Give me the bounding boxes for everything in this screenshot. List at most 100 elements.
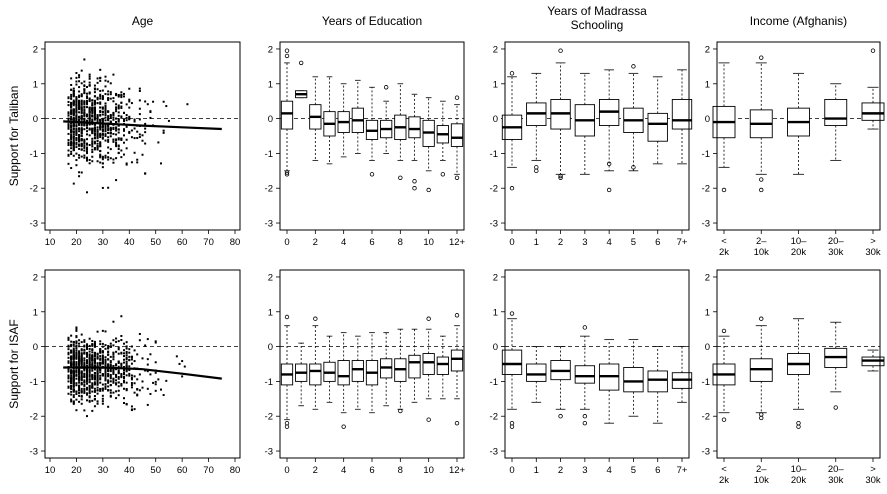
scatter-point [93,351,96,354]
scatter-point [86,103,88,106]
scatter-point [93,103,96,106]
outlier-point [284,53,290,59]
scatter-point [93,128,96,131]
scatter-point [117,376,120,379]
scatter-point [67,112,70,115]
scatter-point [149,110,152,113]
scatter-point [96,147,99,150]
y-tick-label: -2 [702,412,710,423]
outlier-point [341,424,346,429]
scatter-point [78,156,81,159]
scatter-point [101,360,104,363]
scatter-point [96,380,99,383]
scatter-point [107,98,110,101]
scatter-point [78,370,81,373]
scatter-point [154,383,157,386]
scatter-point [75,357,78,360]
scatter-point [88,109,91,112]
scatter-point [70,357,73,360]
outlier-point [759,412,764,417]
scatter-point [107,158,110,161]
scatter-point [80,93,83,96]
box-iqr [824,98,848,127]
x-tick-label: 6 [369,237,374,248]
panel: -3 -2 -1 0 1 2 0 2 4 6 8 10 12+ [265,41,466,248]
scatter-point [138,339,141,342]
scatter-point [109,368,112,371]
scatter-point [86,115,88,118]
scatter-point [109,355,112,358]
y-tick-label: -1 [30,377,38,388]
scatter-point [83,84,86,87]
scatter-point [101,126,104,129]
scatter-point [93,148,96,151]
scatter-point [115,138,118,141]
scatter-point [67,124,70,127]
scatter-point [75,143,78,146]
scatter-point [109,148,112,151]
scatter-point [78,86,81,89]
scatter-point [91,390,94,393]
scatter-point [93,395,96,398]
x-tick-label: 0 [509,465,514,476]
scatter-point [78,377,81,380]
outlier-point [606,187,612,193]
scatter-point [107,124,110,127]
scatter-point [120,365,123,368]
scatter-point [93,340,96,343]
x-tick-label: 40 [124,465,135,476]
scatter-point [99,387,102,390]
scatter-point [144,127,147,130]
y-tick-label: -2 [30,412,38,423]
outlier-point [398,408,403,414]
scatter-point [91,376,94,379]
scatter-point [70,355,73,358]
outlier-point [284,172,290,177]
scatter-point [109,342,112,345]
boxplot [861,48,885,130]
scatter-point [70,150,73,153]
scatter-point [83,122,86,125]
scatter-point [96,115,99,118]
scatter-point [123,342,125,345]
scatter-point [115,117,118,120]
x-tick-label: 20 [71,465,82,476]
boxplot [380,332,393,407]
scatter-point [93,123,96,126]
scatter-point [144,100,147,103]
scatter-point [125,345,128,348]
scatter-point [72,379,75,382]
scatter-point [80,103,83,106]
scatter-point [75,335,78,338]
outlier-point [631,64,636,69]
scatter-point [91,148,94,151]
scatter-point [109,115,112,118]
scatter-point [96,364,99,367]
scatter-point [115,350,118,353]
scatter-point [104,154,107,157]
x-tick-label: 3 [582,237,587,248]
scatter-point [70,133,73,136]
y-tick-label: -2 [490,184,498,195]
scatter-point [80,127,83,130]
scatter-point [175,355,178,358]
scatter-point [96,88,99,91]
outlier-point [454,420,460,426]
outlier-point [426,417,431,422]
scatter-point [91,355,94,358]
scatter-point [128,131,131,134]
scatter-point [67,351,70,354]
x-tick-label: 0 [284,465,289,476]
scatter-point [93,116,96,119]
scatter-point [99,113,102,116]
scatter-point [72,139,75,142]
scatter-point [70,344,73,347]
scatter-point [104,85,107,88]
box-iqr [280,100,294,130]
scatter-point [75,384,78,387]
scatter-point [112,364,115,367]
scatter-point [75,139,78,142]
scatter-point [75,127,78,130]
scatter-point [72,385,75,388]
y-tick-label: 2 [705,44,710,55]
